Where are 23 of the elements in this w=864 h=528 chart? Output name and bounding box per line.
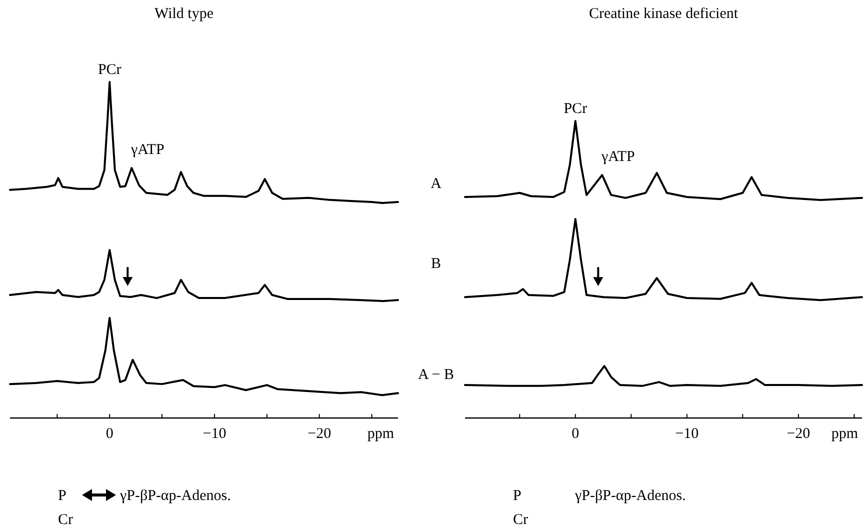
text: P (58, 488, 66, 504)
text: A (430, 176, 442, 192)
text: γP-βP-αp-Adenos. (119, 488, 231, 504)
chart-title: Wild type (154, 6, 214, 22)
text: γP-βP-αp-Adenos. (574, 488, 686, 504)
text: B (430, 256, 442, 272)
series-label: A − B (418, 367, 454, 384)
annotation: γATP (600, 149, 635, 166)
annotation: γATP (130, 142, 164, 158)
x-tick-label: 0 (572, 426, 580, 442)
x-tick-label: −20 (308, 426, 332, 442)
text: P (513, 488, 522, 504)
x-tick-label: −20 (786, 426, 810, 442)
x-axis-title: ppm (367, 426, 394, 442)
x-tick-label: −10 (202, 426, 226, 442)
chart-title: Creatine kinase deficient (588, 6, 739, 22)
text: Cr (513, 512, 528, 528)
x-tick-label: −10 (675, 426, 699, 442)
annotation: PCr (98, 62, 122, 78)
annotation: PCr (564, 101, 588, 117)
text: Cr (58, 512, 74, 528)
x-axis-title: ppm (831, 426, 858, 442)
x-tick-label: 0 (106, 426, 114, 442)
